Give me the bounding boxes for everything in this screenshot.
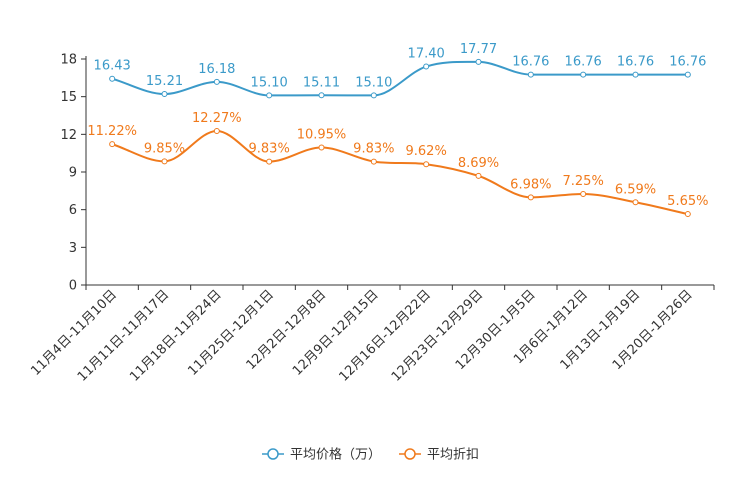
data-point	[527, 71, 534, 78]
x-tick-label: 11月11日-11月17日	[75, 287, 172, 384]
data-label: 15.11	[303, 75, 340, 90]
y-axis: 0 3 6 9 12 15 18	[60, 53, 87, 294]
x-tick-label: 12月23日-12月29日	[389, 287, 486, 384]
series-line-price	[111, 60, 688, 97]
data-point	[109, 75, 116, 82]
data-label: 17.40	[408, 47, 445, 62]
data-label: 11.22%	[87, 124, 137, 139]
data-point	[161, 158, 168, 165]
x-tick-label: 11月18日-11月24日	[127, 287, 224, 384]
data-point	[109, 141, 116, 148]
x-tick-label: 11月4日-11月10日	[28, 287, 120, 379]
data-label: 16.18	[198, 62, 235, 77]
data-label: 9.85%	[144, 141, 185, 156]
data-point	[318, 144, 325, 151]
data-point	[213, 127, 220, 134]
data-label: 17.77	[460, 42, 497, 57]
data-label: 5.65%	[667, 194, 708, 209]
data-label: 15.10	[355, 75, 392, 90]
data-label: 12.27%	[192, 111, 242, 126]
x-axis: 11月4日-11月10日11月11日-11月17日11月18日-11月24日11…	[28, 284, 715, 385]
data-label: 16.76	[512, 55, 549, 70]
y-tick-label: 12	[60, 128, 77, 143]
legend-marker-icon	[267, 448, 279, 460]
y-tick-label: 9	[69, 166, 77, 181]
legend[interactable]: 平均价格（万） 平均折扣	[262, 447, 479, 463]
data-point	[684, 71, 691, 78]
data-point	[213, 78, 220, 85]
y-tick-label: 6	[69, 203, 77, 218]
data-label: 6.98%	[510, 177, 551, 192]
y-tick-label: 18	[60, 53, 77, 68]
data-point	[423, 63, 430, 70]
series-line-discount	[111, 129, 689, 216]
data-point	[475, 172, 482, 179]
data-point	[370, 92, 377, 99]
data-point	[632, 199, 639, 206]
data-label: 10.95%	[297, 128, 347, 143]
data-label: 16.76	[669, 55, 706, 70]
data-label: 6.59%	[615, 182, 656, 197]
series-layer	[109, 58, 691, 218]
data-label: 9.83%	[353, 142, 394, 157]
data-point	[475, 58, 482, 65]
y-tick-label: 15	[60, 90, 77, 105]
data-point	[318, 92, 325, 99]
data-point	[266, 92, 273, 99]
y-tick-label: 0	[69, 279, 77, 294]
data-label: 9.83%	[249, 142, 290, 157]
data-label: 15.10	[251, 75, 288, 90]
data-label: 9.62%	[406, 144, 447, 159]
legend-item-discount[interactable]: 平均折扣	[399, 448, 479, 463]
legend-label: 平均折扣	[427, 448, 479, 463]
data-label: 16.76	[565, 55, 602, 70]
data-label: 15.21	[146, 74, 183, 89]
data-label: 7.25%	[563, 174, 604, 189]
data-label: 8.69%	[458, 156, 499, 171]
data-point	[370, 158, 377, 165]
data-point	[580, 71, 587, 78]
legend-marker-icon	[404, 448, 416, 460]
legend-label: 平均价格（万）	[290, 447, 381, 463]
data-point	[527, 194, 534, 201]
x-tick-label: 12月16日-12月22日	[337, 287, 434, 384]
y-tick-label: 3	[69, 241, 77, 256]
data-point	[266, 158, 273, 165]
data-label: 16.43	[94, 59, 131, 74]
data-point	[161, 91, 168, 98]
data-point	[684, 211, 691, 218]
data-labels: 16.43 15.21 16.18 15.10 15.11 15.10 17.40 17.77…	[87, 42, 708, 209]
data-point	[632, 71, 639, 78]
data-label: 16.76	[617, 55, 654, 70]
legend-item-price[interactable]: 平均价格（万）	[262, 447, 381, 463]
data-point	[423, 161, 430, 168]
data-point	[580, 190, 587, 197]
